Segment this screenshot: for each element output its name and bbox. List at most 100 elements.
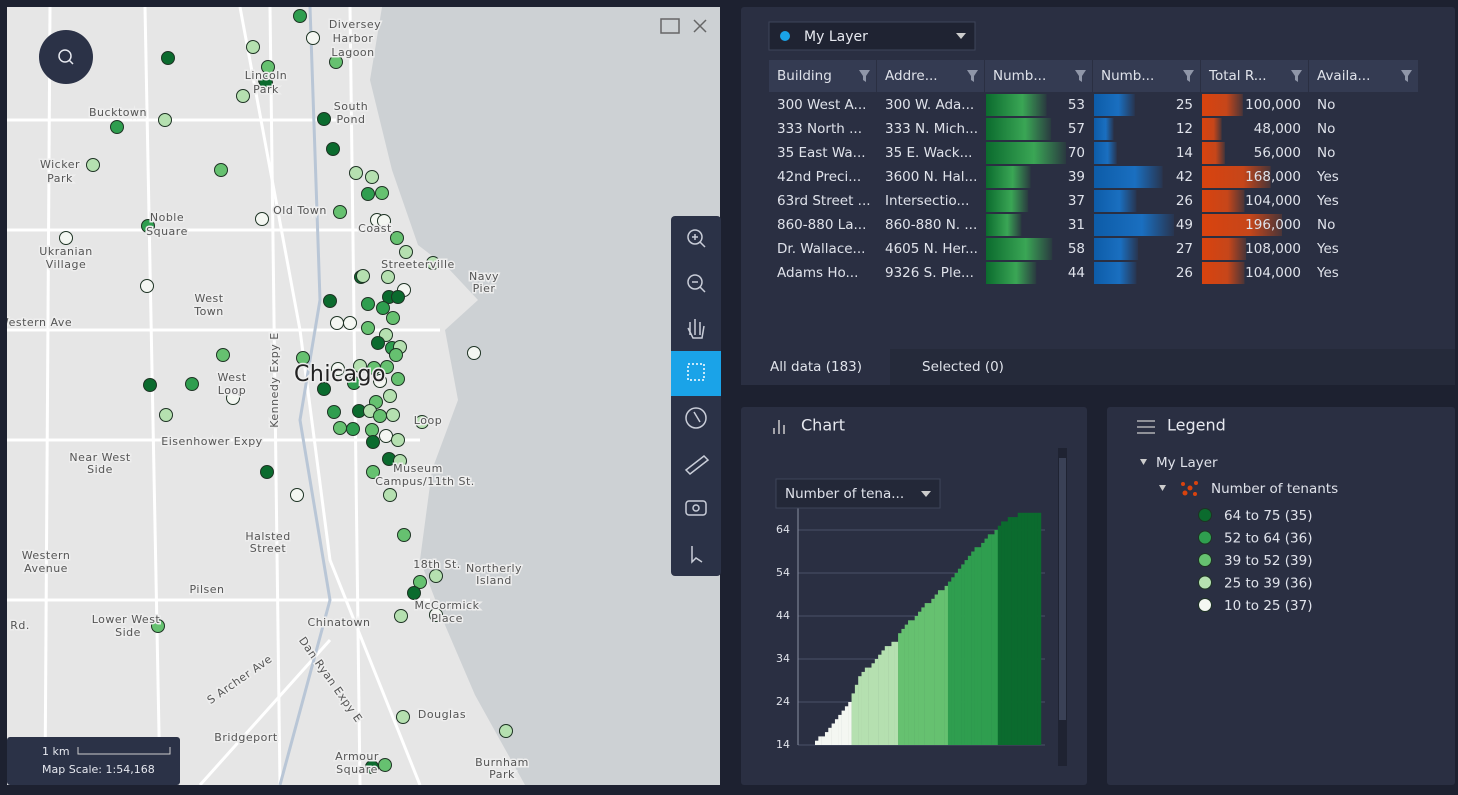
marker (317, 382, 331, 396)
legend-label: 10 to 25 (37) (1224, 598, 1313, 614)
cell: 42nd Preci... (777, 169, 861, 185)
marker (371, 336, 385, 350)
map-label: Bucktown (89, 106, 147, 119)
cell: 31 (1068, 217, 1085, 233)
tab-selected[interactable]: Selected (0) (922, 359, 1004, 375)
y-tick-label: 64 (776, 523, 790, 536)
map-label: Eisenhower Expy (161, 435, 262, 448)
cell: 14 (1176, 145, 1193, 161)
maximize[interactable] (660, 18, 680, 34)
chart-icon (773, 420, 785, 434)
map-label: West (217, 371, 246, 384)
marker (366, 465, 380, 479)
marker (390, 231, 404, 245)
bar (861, 671, 866, 745)
map-label: Diversey (329, 18, 381, 31)
marker (499, 724, 513, 738)
tab-active[interactable] (741, 349, 890, 385)
marker (391, 372, 405, 386)
cell: 27 (1176, 241, 1193, 257)
bar (824, 732, 829, 745)
cell-bar (1202, 262, 1245, 284)
cell-bar (986, 142, 1066, 164)
layer-dropdown[interactable] (768, 21, 976, 51)
tab-all[interactable]: All data (183) (770, 359, 862, 375)
expand[interactable] (1140, 459, 1147, 465)
bar (941, 590, 945, 745)
marker (343, 316, 357, 330)
tool-select-active[interactable] (671, 351, 721, 396)
marker (376, 301, 390, 315)
cell: 57 (1068, 121, 1085, 137)
map-label: Square (336, 763, 378, 776)
cell: 3600 N. Hal... (885, 169, 977, 185)
marker (429, 608, 443, 622)
field-dropdown[interactable] (775, 478, 941, 509)
map-label: Halsted (245, 530, 290, 543)
cell-bar (1094, 166, 1163, 188)
y-tick-label: 54 (776, 566, 790, 579)
markers (59, 9, 513, 774)
marker (331, 362, 345, 376)
bar (1007, 517, 1012, 745)
field-icon (1181, 481, 1198, 496)
cell: Dr. Wallace... (777, 241, 865, 257)
tool-icons[interactable] (684, 229, 710, 564)
bar (977, 547, 982, 745)
map-label: Island (476, 574, 512, 587)
marker (393, 454, 407, 468)
bar (834, 719, 839, 745)
bar (851, 693, 856, 745)
bar (934, 594, 939, 745)
cell: 333 North ... (777, 121, 862, 137)
cell: 37 (1068, 193, 1085, 209)
header-cell (1093, 60, 1200, 92)
scroll-thumb[interactable] (1059, 458, 1066, 720)
marker (259, 76, 273, 90)
search-icon (58, 49, 72, 63)
legend-label: 52 to 64 (36) (1224, 531, 1313, 547)
marker (246, 40, 260, 54)
bar (848, 702, 852, 745)
header-cell (1309, 60, 1418, 92)
cell: 42 (1176, 169, 1193, 185)
cell: Yes (1316, 193, 1339, 209)
map-label: Armour (335, 750, 379, 763)
cell: 196,000 (1245, 217, 1301, 233)
bar (987, 534, 992, 745)
cell-bar (986, 238, 1053, 260)
bar (838, 714, 842, 745)
cell-bar (1094, 238, 1139, 260)
cell-bar (986, 262, 1037, 284)
column-header: Total R... (1208, 68, 1267, 84)
marker (329, 55, 343, 69)
bar (888, 646, 892, 745)
close[interactable] (693, 19, 707, 33)
cell: 300 West A... (777, 97, 866, 113)
bar (954, 573, 959, 745)
layer-name: My Layer (804, 29, 868, 45)
column-header: Availa... (1317, 68, 1370, 84)
bar (844, 706, 849, 745)
expand[interactable] (1159, 485, 1166, 491)
cell: 26 (1176, 193, 1193, 209)
map-label: Douglas (418, 708, 466, 721)
marker (407, 586, 421, 600)
cell: 4605 N. Her... (885, 241, 978, 257)
marker (216, 348, 230, 362)
bar (967, 555, 972, 745)
cell-bar (1094, 118, 1114, 140)
map-label: Loop (414, 414, 442, 427)
map-label: Side (87, 463, 113, 476)
cell: 9326 S. Ple... (885, 265, 974, 281)
bar (858, 676, 862, 745)
cell: 108,000 (1245, 241, 1301, 257)
marker (396, 710, 410, 724)
cell: 333 N. Mich... (885, 121, 978, 137)
cell: Yes (1316, 241, 1339, 257)
bar (997, 525, 1002, 745)
marker (346, 422, 360, 436)
search-button[interactable] (39, 30, 93, 84)
marker (375, 186, 389, 200)
